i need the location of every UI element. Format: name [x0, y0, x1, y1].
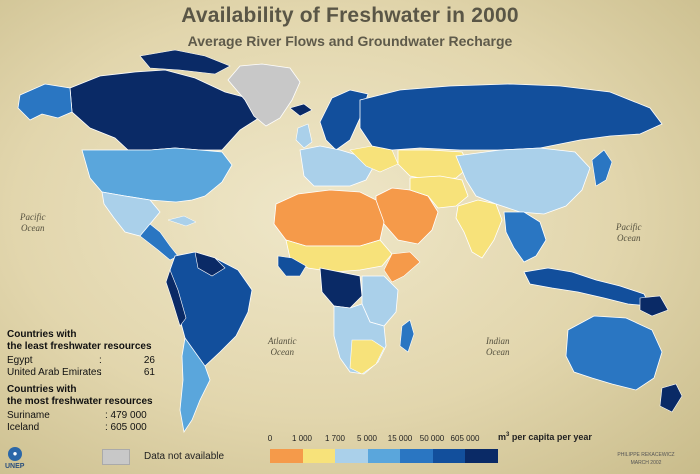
legend-swatch-6	[465, 449, 498, 463]
region-west-africa	[277, 255, 307, 277]
ocean-label-pacific-east: Pacific Ocean	[616, 222, 642, 243]
legend-swatch-0	[270, 449, 303, 463]
legend-swatch-3	[367, 449, 400, 463]
region-western-europe	[299, 145, 375, 187]
least-row-egypt: Egypt : 26	[7, 355, 155, 366]
legend-unit: m3 per capita per year	[498, 432, 592, 442]
map-subtitle: Average River Flows and Groundwater Rech…	[187, 33, 513, 49]
legend-break-5: 50 000	[419, 434, 445, 443]
region-south-africa	[349, 339, 385, 375]
region-indonesia	[523, 267, 651, 307]
unep-logo-icon: ●	[8, 447, 22, 461]
region-britain	[295, 123, 313, 149]
region-iran-afghanistan	[409, 175, 469, 209]
legend-swatch-5	[432, 449, 465, 463]
ocean-label-pacific-west: Pacific Ocean	[20, 212, 46, 233]
region-greenland	[227, 63, 301, 127]
legend-swatch-2	[335, 449, 368, 463]
most-row-suriname: Suriname : 479 000	[7, 410, 147, 421]
region-china	[455, 147, 591, 215]
legend-break-4: 15 000	[387, 434, 413, 443]
least-row-uae: United Arab Emirates : 61	[7, 367, 155, 378]
legend-swatch-1	[302, 449, 335, 463]
region-north-africa	[273, 189, 385, 247]
region-india	[455, 199, 503, 259]
credit-date: MARCH 2002	[630, 460, 662, 466]
most-row-iceland: Iceland : 605 000	[7, 422, 147, 433]
legend-break-1: 1 000	[291, 434, 313, 443]
least-resources-heading: Countries with the least freshwater resou…	[7, 329, 152, 352]
region-central-asia	[397, 149, 471, 181]
region-central-america	[139, 223, 179, 261]
legend-break-0: 0	[267, 434, 273, 443]
region-arctic-islands	[139, 49, 231, 75]
legend-color-scale	[270, 449, 498, 463]
legend-break-2: 1 700	[324, 434, 346, 443]
region-russia	[359, 83, 663, 151]
region-australia	[565, 315, 663, 391]
region-alaska	[17, 83, 73, 121]
not-available-swatch	[102, 449, 130, 465]
region-southeast-asia	[503, 211, 547, 263]
ocean-label-indian: Indian Ocean	[486, 336, 510, 357]
credit-author: PHILIPPE REKACEWICZ	[617, 452, 675, 458]
unep-logo-text: UNEP	[5, 463, 25, 470]
region-canada	[69, 69, 263, 151]
legend-break-3: 5 000	[356, 434, 378, 443]
region-central-africa	[319, 267, 363, 309]
legend-break-6: 605 000	[450, 434, 480, 443]
legend-swatch-4	[400, 449, 433, 463]
region-caribbean	[167, 215, 197, 227]
region-new-zealand	[659, 383, 683, 413]
region-madagascar	[399, 319, 415, 353]
region-andes	[165, 269, 187, 327]
not-available-label: Data not available	[144, 451, 225, 462]
region-korea-japan	[591, 149, 613, 187]
ocean-label-atlantic: Atlantic Ocean	[268, 336, 297, 357]
region-papua	[639, 295, 669, 317]
region-iceland	[289, 103, 313, 117]
region-horn-of-africa	[383, 251, 421, 283]
map-title: Availability of Freshwater in 2000	[181, 4, 519, 27]
most-resources-heading: Countries with the most freshwater resour…	[7, 384, 153, 407]
region-guianas	[194, 251, 226, 277]
legend-break-labels: 0 1 000 1 700 5 000 15 000 50 000 605 00…	[262, 434, 502, 446]
region-southern-cone	[179, 336, 211, 434]
